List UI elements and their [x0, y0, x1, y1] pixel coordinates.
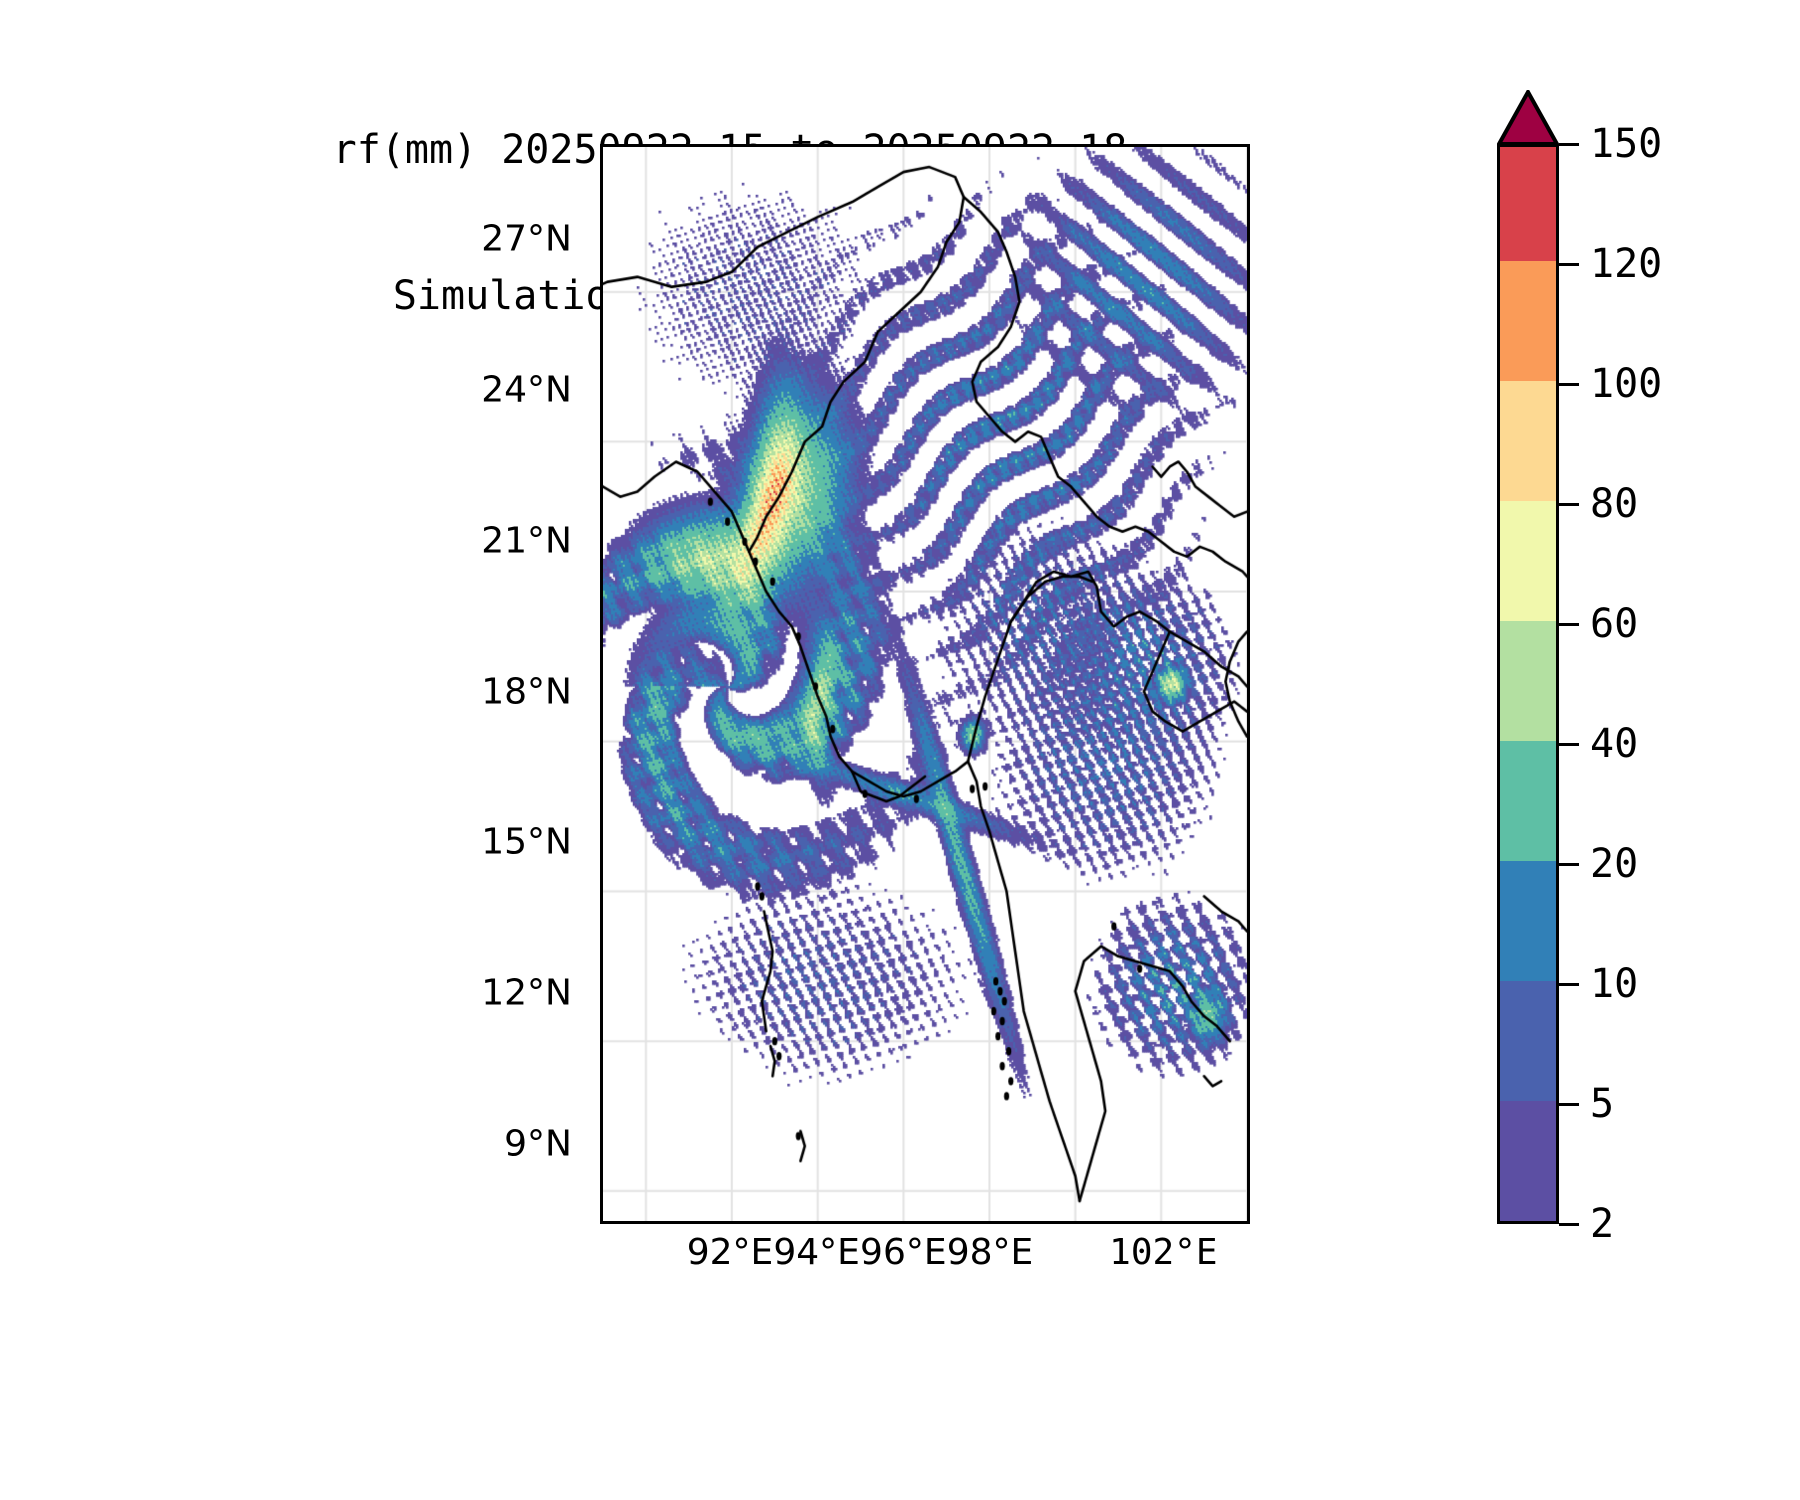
x-tick-label: 92°E — [686, 1232, 774, 1273]
colorbar-tick-label: 120 — [1590, 241, 1663, 287]
colorbar-tick — [1559, 1102, 1579, 1106]
colorbar-tick-label: 2 — [1590, 1201, 1615, 1247]
colorbar-tick-label: 100 — [1590, 361, 1663, 407]
colorbar-segment — [1500, 1100, 1556, 1221]
map-axes — [600, 144, 1250, 1224]
colorbar-segment — [1500, 380, 1556, 501]
colorbar-tick-label: 60 — [1590, 601, 1639, 647]
y-tick-label: 15°N — [481, 821, 572, 863]
colorbar-segment — [1500, 740, 1556, 861]
colorbar-tick-label: 80 — [1590, 481, 1639, 527]
colorbar-tick — [1559, 142, 1579, 146]
x-tick-label: 94°E — [773, 1232, 860, 1273]
y-tick-label: 27°N — [481, 218, 572, 260]
x-tick-label: 98°E — [946, 1232, 1034, 1273]
colorbar-tick-label: 10 — [1590, 961, 1639, 1007]
colorbar-segment — [1500, 260, 1556, 381]
colorbar-segment — [1500, 980, 1556, 1101]
colorbar-tick — [1559, 382, 1579, 386]
colorbar-tick — [1559, 1222, 1579, 1226]
y-tick-label: 24°N — [481, 369, 572, 411]
colorbar-tick — [1559, 862, 1579, 866]
colorbar-segment — [1500, 860, 1556, 981]
x-tick-label: 102°E — [1109, 1232, 1218, 1273]
colorbar-tick — [1559, 262, 1579, 266]
colorbar-tick-label: 5 — [1590, 1081, 1615, 1127]
y-tick-label: 9°N — [504, 1123, 572, 1165]
colorbar-segment — [1500, 147, 1556, 261]
colorbar-body — [1497, 144, 1559, 1224]
colorbar-tick — [1559, 742, 1579, 746]
colorbar-tick-label: 40 — [1590, 721, 1639, 767]
colorbar-extend-arrow-icon — [1497, 90, 1559, 146]
x-tick-label: 96°E — [860, 1232, 947, 1273]
colorbar-tick-label: 150 — [1590, 121, 1663, 167]
y-tick-label: 18°N — [481, 671, 572, 713]
colorbar-tick — [1559, 982, 1579, 986]
y-tick-label: 21°N — [481, 520, 572, 562]
colorbar-tick — [1559, 622, 1579, 626]
colorbar-segment — [1500, 620, 1556, 741]
colorbar-segment — [1500, 500, 1556, 621]
colorbar-tick-label: 20 — [1590, 841, 1639, 887]
y-tick-label: 12°N — [481, 972, 572, 1014]
colorbar-tick — [1559, 502, 1579, 506]
rainfall-map-canvas — [603, 147, 1247, 1221]
colorbar — [1497, 90, 1559, 1224]
